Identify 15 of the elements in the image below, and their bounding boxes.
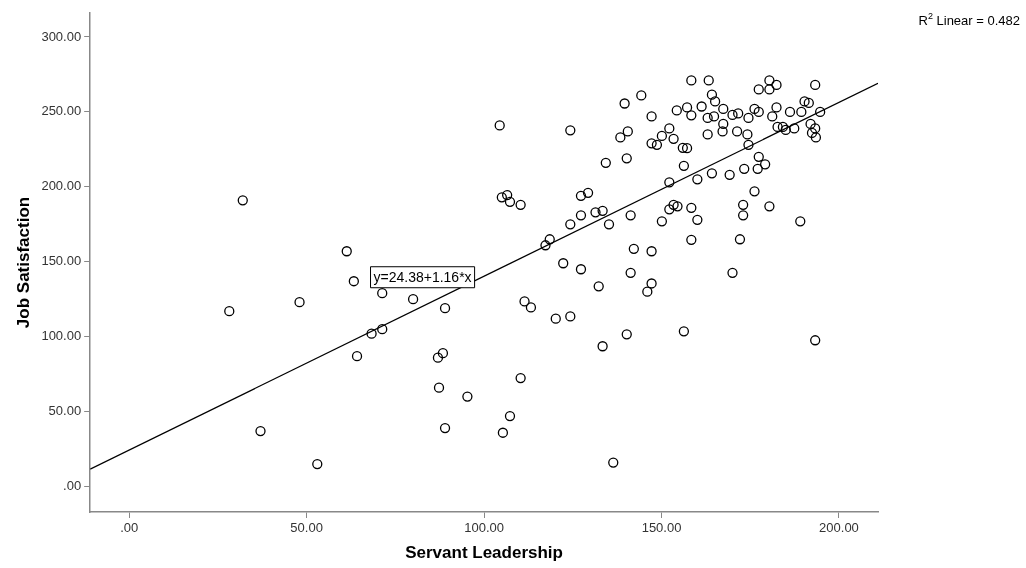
y-tick-label: 150.00 [41, 253, 82, 269]
y-tick-label: 100.00 [41, 328, 82, 344]
x-tick-label: 200.00 [819, 520, 859, 536]
y-tick-label: 200.00 [41, 178, 82, 194]
y-axis-title: Job Satisfaction [13, 196, 33, 329]
x-tick-label: 150.00 [641, 520, 682, 536]
y-tick-label: 300.00 [41, 28, 82, 44]
annotation: y=24.38+1.16*x [373, 268, 472, 285]
x-tick-label: 50.00 [290, 520, 323, 536]
x-tick-label: 100.00 [464, 520, 504, 536]
x-tick-label: .00 [120, 520, 139, 536]
y-tick-label: 250.00 [41, 103, 82, 119]
y-tick-label: .00 [63, 478, 82, 494]
y-tick-label: 50.00 [48, 403, 82, 419]
x-axis-title: Servant Leadership [405, 543, 563, 563]
